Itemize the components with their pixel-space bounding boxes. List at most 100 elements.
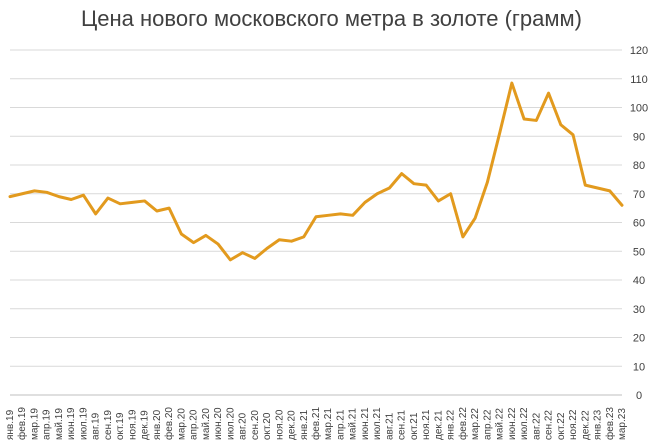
data-point: [45, 191, 48, 194]
data-point: [192, 241, 195, 244]
data-point: [449, 192, 452, 195]
x-tick-label: авг.20: [238, 412, 249, 440]
data-point: [290, 239, 293, 243]
x-tick-label: апр.20: [189, 409, 200, 440]
y-tick-label: 30: [633, 304, 645, 316]
x-tick-label: фев.21: [310, 407, 322, 440]
data-point: [57, 195, 61, 198]
series-line: [8, 81, 624, 262]
y-tick-label: 0: [636, 390, 642, 402]
data-point: [620, 204, 624, 207]
data-point: [8, 195, 12, 198]
x-tick-label: сен.22: [544, 410, 555, 440]
x-tick-label: янв.22: [446, 409, 457, 440]
x-tick-label: июн.19: [66, 407, 77, 440]
x-tick-label: июл.19: [78, 407, 89, 440]
data-point: [131, 201, 134, 204]
data-point: [522, 117, 526, 121]
y-tick-label: 10: [633, 361, 645, 373]
data-point: [571, 133, 575, 137]
x-tick-label: дек.19: [140, 410, 151, 440]
x-tick-label: ноя.20: [274, 409, 285, 440]
y-tick-label: 20: [633, 333, 645, 345]
x-tick-label: окт.19: [115, 412, 126, 440]
x-tick-label: сен.21: [397, 410, 408, 440]
data-point: [473, 216, 477, 220]
data-point: [424, 183, 428, 187]
x-tick-label: мар.22: [470, 408, 481, 440]
data-point: [155, 209, 159, 213]
x-tick-label: май.20: [201, 408, 212, 440]
chart-title: Цена нового московского метра в золоте (…: [81, 6, 582, 31]
x-tick-label: авг.22: [531, 412, 542, 440]
data-point: [143, 199, 146, 203]
data-point: [265, 247, 269, 250]
x-tick-label: фев.22: [457, 407, 469, 440]
data-point: [596, 186, 599, 190]
x-tick-label: июл.21: [372, 407, 383, 440]
y-tick-label: 100: [630, 103, 648, 115]
y-tick-label: 50: [633, 246, 645, 258]
y-tick-label: 60: [633, 218, 645, 230]
data-point: [388, 186, 391, 190]
x-tick-label: июн.20: [213, 407, 224, 440]
data-point: [106, 196, 110, 200]
data-point: [253, 257, 256, 260]
x-tick-label: апр.21: [335, 409, 346, 440]
x-tick-label: ноя.22: [568, 409, 579, 440]
x-tick-label: фев.19: [16, 407, 28, 440]
data-point: [204, 234, 208, 237]
x-tick-label: май.19: [54, 408, 65, 440]
data-point: [21, 192, 24, 195]
data-point: [33, 189, 36, 193]
x-tick-label: июл.20: [225, 407, 236, 440]
y-tick-label: 80: [633, 160, 645, 172]
data-point: [437, 199, 440, 203]
data-point: [229, 258, 232, 262]
data-point: [547, 91, 550, 95]
x-tick-label: июн.22: [507, 407, 518, 440]
x-tick-label: дек.20: [287, 410, 298, 440]
data-point: [241, 251, 244, 254]
data-point: [118, 202, 122, 206]
data-point: [314, 215, 318, 218]
data-point: [94, 212, 97, 216]
x-tick-label: мар.20: [176, 408, 187, 440]
x-tick-label: янв.23: [593, 409, 604, 440]
x-tick-label: окт.20: [262, 412, 273, 440]
x-tick-label: апр.19: [42, 409, 53, 440]
data-point: [70, 198, 73, 201]
data-point: [559, 123, 562, 126]
data-point: [167, 206, 171, 210]
x-tick-label: авг.21: [384, 412, 395, 440]
y-tick-label: 120: [630, 45, 648, 57]
data-point: [584, 183, 587, 187]
x-tick-label: сен.19: [103, 410, 114, 440]
data-point: [412, 182, 416, 185]
y-tick-label: 40: [633, 275, 645, 287]
x-tick-label: дек.22: [580, 410, 591, 440]
x-tick-label: янв.19: [5, 409, 16, 440]
x-tick-label: ноя.21: [421, 409, 432, 440]
x-tick-label: дек.21: [433, 410, 444, 440]
x-tick-label: мар.21: [323, 408, 334, 440]
x-tick-label: апр.22: [482, 409, 493, 440]
data-point: [278, 238, 281, 241]
x-tick-label: сен.20: [250, 410, 261, 440]
x-tick-label: май.22: [495, 408, 506, 440]
x-tick-label: мар.19: [29, 408, 40, 440]
y-tick-label: 110: [630, 74, 648, 86]
x-tick-label: май.21: [348, 408, 359, 440]
data-point: [327, 214, 330, 217]
x-tick-label: окт.22: [556, 412, 567, 440]
x-tick-label: фев.23: [604, 407, 616, 440]
data-point: [351, 214, 354, 217]
data-point: [486, 181, 489, 184]
x-tick-label: янв.21: [299, 409, 310, 440]
x-tick-label: авг.19: [91, 412, 102, 440]
x-tick-label: мар.23: [617, 408, 628, 440]
data-point: [461, 235, 465, 239]
data-point: [498, 132, 501, 135]
x-tick-label: окт.21: [409, 412, 420, 440]
